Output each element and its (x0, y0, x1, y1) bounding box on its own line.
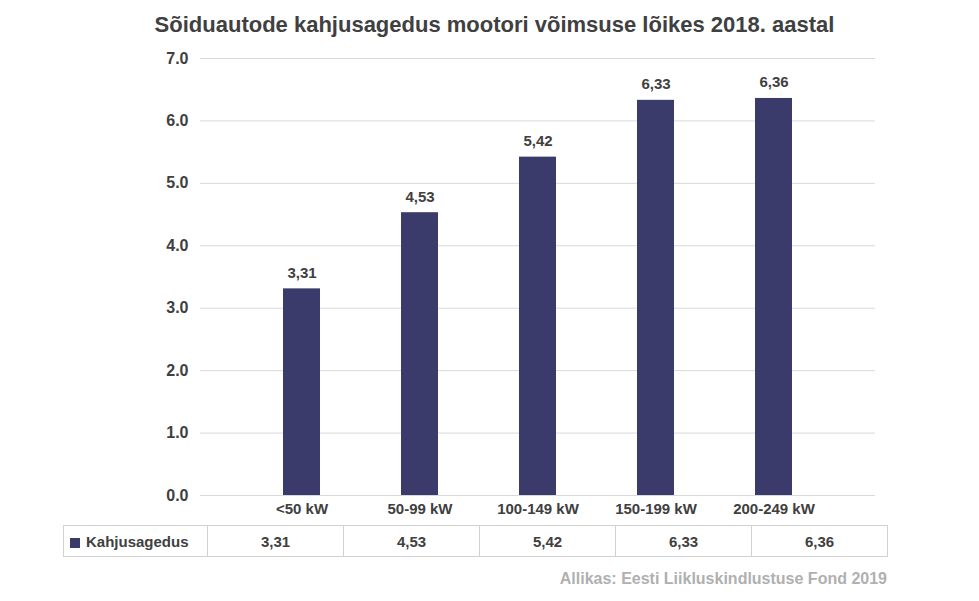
html-text:Allikas: Eesti Liikluskindlust: Allikas: Eesti Liikluskindlustuse Fond 2… (559, 570, 887, 587)
svg-text:1.0: 1.0 (166, 424, 188, 441)
svg-text:100-149 kW: 100-149 kW (497, 500, 580, 517)
svg-text:5.0: 5.0 (166, 174, 188, 191)
svg-text:2.0: 2.0 (166, 362, 188, 379)
html-text:5,42: 5,42 (532, 532, 563, 550)
svg-text:4,53: 4,53 (405, 187, 434, 204)
svg-text:6.0: 6.0 (166, 112, 188, 129)
svg-text:7.0: 7.0 (166, 50, 188, 67)
svg-text:6,33: 6,33 (641, 75, 670, 92)
svg-text:<50 kW: <50 kW (276, 500, 329, 517)
svg-text:5,42: 5,42 (523, 132, 552, 149)
html-text:6,33: 6,33 (668, 532, 699, 550)
html-text:4,53: 4,53 (396, 532, 427, 550)
svg-text:4.0: 4.0 (166, 237, 188, 254)
svg-text:0.0: 0.0 (166, 487, 188, 504)
svg-text:3.0: 3.0 (166, 299, 188, 316)
svg-text:150-199 kW: 150-199 kW (615, 500, 698, 517)
svg-text:200-249 kW: 200-249 kW (733, 500, 816, 517)
html-text:Sõiduautode kahjusagedus mooto: Sõiduautode kahjusagedus mootori võimsus… (154, 12, 835, 37)
svg-text:50-99 kW: 50-99 kW (387, 500, 453, 517)
svg-text:3,31: 3,31 (287, 264, 316, 281)
html-text:6,36: 6,36 (804, 532, 835, 550)
html-text:Kahjusagedus: Kahjusagedus (86, 532, 189, 550)
svg-text:6,36: 6,36 (759, 73, 788, 90)
html-text:3,31: 3,31 (260, 532, 291, 550)
